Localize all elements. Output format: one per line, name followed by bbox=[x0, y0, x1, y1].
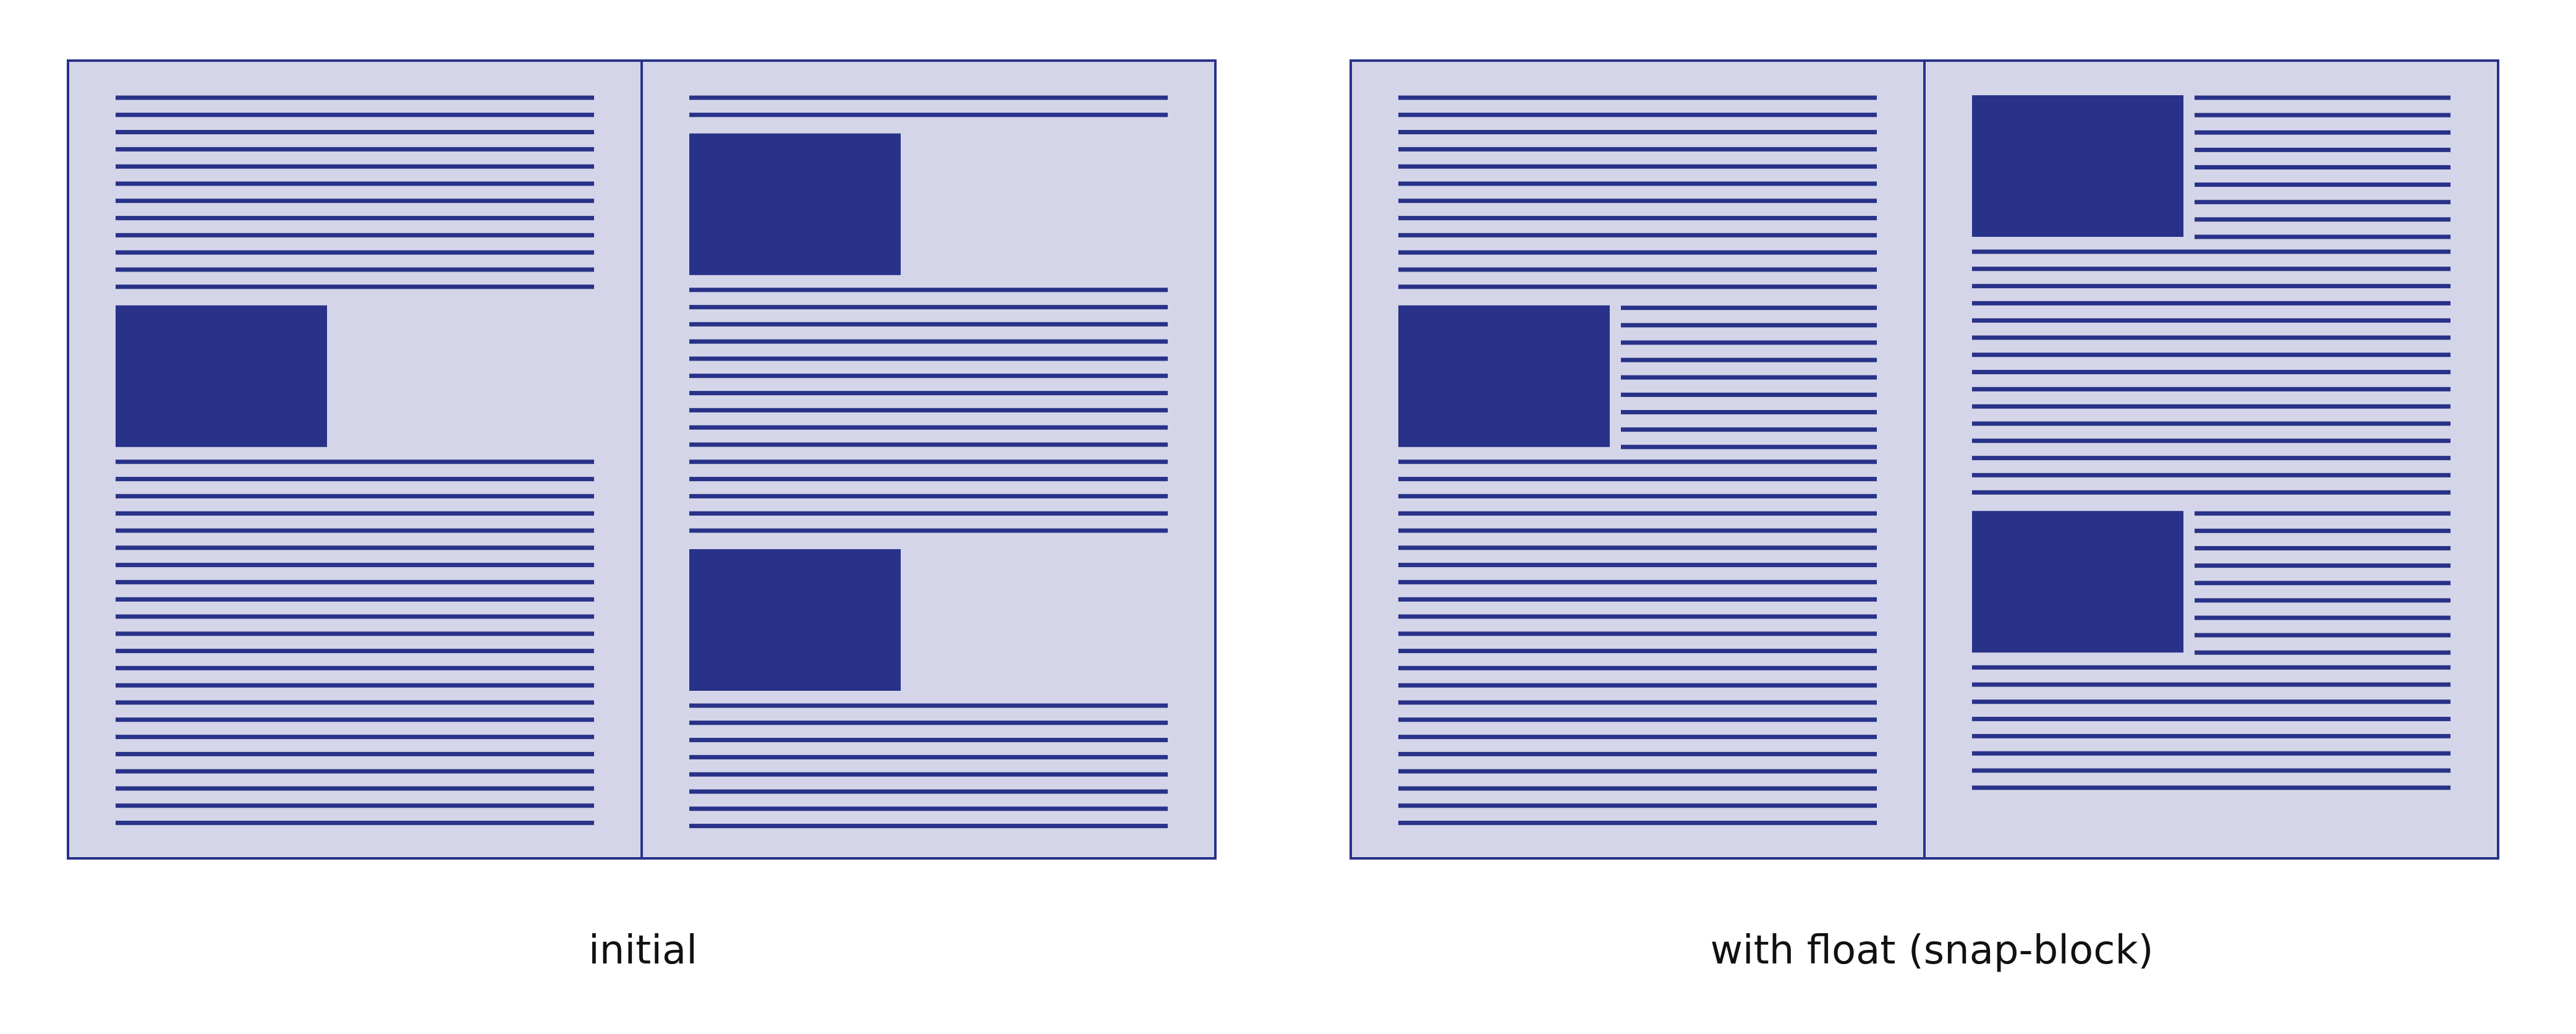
floated-figure bbox=[1398, 305, 1610, 447]
page-1-0 bbox=[1350, 59, 1926, 860]
floated-figure bbox=[1972, 95, 2183, 237]
floated-figure bbox=[1972, 511, 2183, 653]
caption-with-float: with float (snap-block) bbox=[1710, 928, 2154, 973]
caption-initial: initial bbox=[589, 928, 697, 973]
page-0-0 bbox=[67, 59, 643, 860]
figure-block bbox=[689, 549, 901, 691]
figure-block bbox=[116, 305, 327, 447]
figure-block bbox=[689, 133, 901, 275]
